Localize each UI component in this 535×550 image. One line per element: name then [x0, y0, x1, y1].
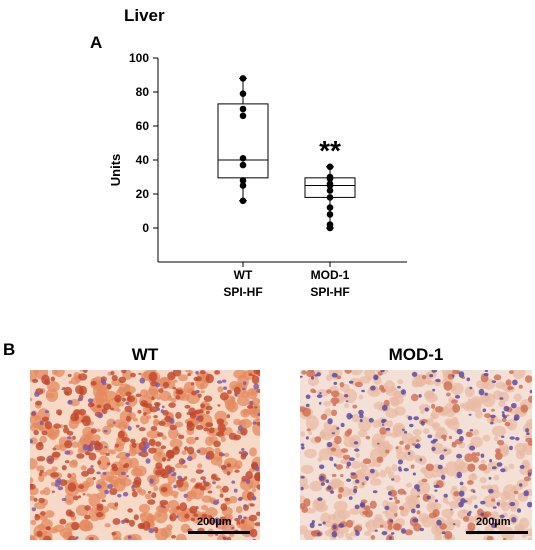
y-tick-label: 80 [136, 85, 150, 99]
x-category-label: MOD-1 [311, 268, 350, 282]
data-point [239, 75, 247, 82]
data-point [326, 211, 334, 218]
data-point [326, 163, 334, 171]
x-category-label: WT [234, 268, 253, 282]
data-point [239, 155, 247, 162]
tissue-texture [300, 370, 532, 540]
box-plot-chart: 0 20 40 60 80 100 Units WT SPI-HF MOD-1 SPI-HF ** [108, 51, 407, 299]
x-category-label: SPI-HF [310, 285, 349, 299]
y-tick-label: 40 [136, 153, 150, 167]
tissue-texture [30, 370, 260, 540]
panel-a-label: A [90, 33, 103, 52]
micrograph-mod1-scale-label: 200µm [476, 516, 511, 528]
data-point [326, 187, 334, 194]
x-category-label: SPI-HF [223, 285, 262, 299]
micrograph-mod1-scale-bar [466, 531, 528, 534]
data-point [326, 175, 334, 182]
figure-title: Liver [124, 6, 165, 25]
data-point [239, 182, 247, 189]
data-point [326, 204, 334, 211]
y-axis-title: Units [108, 154, 123, 187]
significance-marker: ** [319, 135, 341, 166]
panel-b-label: B [3, 340, 16, 359]
data-point [326, 194, 334, 201]
data-point [326, 224, 334, 232]
data-point [239, 161, 247, 169]
micrograph-mod1-title: MOD-1 [388, 345, 444, 364]
micrograph-wt-scale-label: 200µm [197, 516, 232, 528]
micrograph-wt-scale-bar [188, 531, 250, 534]
micrograph-mod1-image: 200µm [300, 370, 532, 540]
micrograph-wt-image: 200µm [30, 370, 260, 540]
y-tick-label: 60 [136, 119, 150, 133]
data-point [326, 182, 334, 189]
data-point [239, 90, 247, 97]
micrograph-wt-title: WT [131, 345, 159, 364]
y-tick-label: 100 [129, 51, 149, 65]
data-point [239, 112, 247, 120]
y-tick-label: 20 [136, 187, 150, 201]
data-point [239, 177, 247, 184]
y-tick-label: 0 [142, 221, 149, 235]
data-point [239, 197, 247, 205]
data-point [239, 105, 247, 113]
